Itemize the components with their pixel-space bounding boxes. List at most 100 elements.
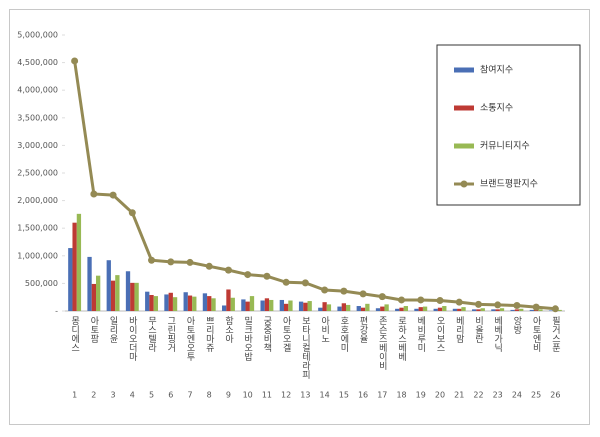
bar: [437, 307, 443, 311]
bar: [130, 282, 135, 311]
x-tick-label: 필거스푼: [550, 315, 560, 352]
x-tick-label: 비올란: [473, 316, 483, 343]
bar: [298, 301, 304, 311]
bar: [395, 308, 400, 311]
y-tick-label: 3,000,000: [17, 141, 58, 150]
bar: [68, 248, 73, 311]
bar: [226, 289, 231, 311]
line-marker: [551, 305, 559, 313]
bar: [356, 306, 361, 311]
bar: [288, 300, 293, 311]
bar: [557, 309, 562, 311]
line-marker: [513, 301, 521, 309]
rank-label: 3: [111, 391, 116, 400]
line-marker: [224, 266, 232, 274]
y-tick-label: 1,500,000: [17, 224, 58, 233]
rank-label: 20: [435, 391, 445, 400]
rank-label: 4: [130, 391, 135, 400]
x-tick-label: 바이오더마: [127, 316, 137, 362]
rank-label: 26: [550, 391, 560, 400]
line-marker: [205, 262, 213, 270]
bar: [461, 307, 466, 311]
legend-symbol: [454, 143, 474, 149]
bar: [514, 309, 520, 311]
bar: [399, 307, 404, 311]
x-tick-label: 오이보스: [435, 316, 445, 352]
bar: [375, 308, 381, 311]
bar: [172, 297, 178, 311]
bar: [168, 292, 173, 311]
legend-label: 참여지수: [480, 64, 513, 76]
line-marker: [244, 271, 252, 279]
rank-label: 24: [512, 391, 522, 400]
x-tick-label: 몽디에스: [69, 316, 79, 352]
bar: [187, 295, 193, 311]
bar: [548, 310, 554, 311]
bar: [192, 296, 197, 311]
x-tick-label: 로하스베베: [396, 316, 406, 362]
line-marker: [109, 191, 117, 199]
bar: [110, 280, 116, 311]
bar: [279, 299, 285, 311]
legend-label: 소통지수: [480, 103, 513, 114]
y-tick-label: 500,000: [25, 279, 58, 288]
line-marker: [186, 258, 194, 266]
x-tick-label: 베비루미: [415, 316, 425, 353]
bar: [519, 308, 524, 311]
line-marker: [90, 190, 98, 198]
bar: [510, 309, 515, 311]
legend-symbol: [460, 180, 468, 188]
x-tick-label: 베베가닉: [492, 316, 502, 353]
bar: [164, 294, 169, 311]
line-marker: [494, 301, 502, 309]
y-tick-label: 4,500,000: [17, 58, 58, 67]
bar: [472, 309, 477, 311]
x-tick-label: 베리맘: [454, 316, 464, 343]
line-marker: [532, 303, 540, 311]
bar: [153, 296, 158, 311]
rank-label: 1: [72, 391, 77, 400]
bar: [538, 309, 543, 311]
bar: [202, 293, 208, 311]
bar: [414, 308, 419, 311]
rank-label: 18: [396, 391, 406, 400]
rank-label: 25: [531, 391, 541, 400]
line-marker: [436, 297, 444, 305]
y-tick-label: 2,500,000: [17, 169, 58, 178]
bar: [326, 304, 332, 311]
bar: [422, 306, 428, 311]
y-tick-label: 5,000,000: [17, 31, 58, 40]
bar: [260, 300, 265, 311]
line-marker: [455, 298, 463, 306]
bar: [115, 275, 120, 311]
x-tick-label: 편강율: [358, 315, 368, 343]
rank-label: 2: [91, 391, 96, 400]
legend-label: 커뮤니티지수: [480, 141, 530, 152]
bar: [457, 308, 462, 311]
bar: [442, 306, 447, 311]
x-tick-label: 앙방: [511, 315, 521, 334]
bar: [307, 301, 312, 311]
bar: [360, 307, 366, 311]
x-tick-label: 존슨즈베이비: [377, 316, 387, 371]
bar: [145, 291, 150, 311]
x-tick-label: 아토오겔: [281, 316, 291, 352]
y-tick-label: -: [55, 307, 58, 316]
rank-label: 6: [168, 391, 173, 400]
bar: [337, 306, 342, 311]
x-tick-label: 궁중비책: [261, 316, 271, 353]
line-marker: [417, 296, 425, 304]
bar: [495, 309, 500, 311]
legend-symbol: [454, 105, 474, 111]
bar: [491, 309, 496, 311]
bar: [264, 298, 270, 311]
bar: [480, 308, 485, 311]
y-tick-label: 3,500,000: [17, 113, 58, 122]
line-marker: [148, 256, 156, 264]
bar: [134, 282, 139, 311]
x-tick-label: 일리윤: [108, 316, 118, 343]
line-marker: [378, 293, 386, 301]
bar: [303, 302, 308, 311]
rank-label: 13: [300, 391, 310, 400]
